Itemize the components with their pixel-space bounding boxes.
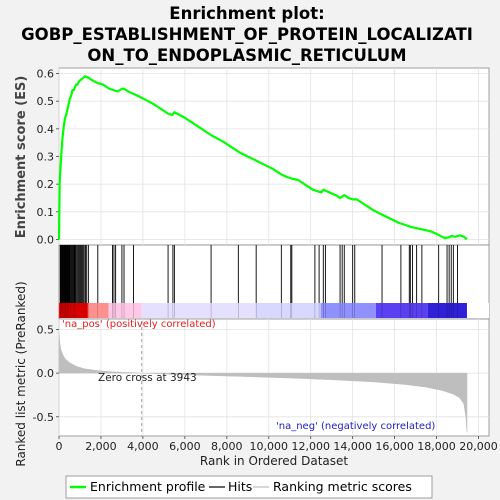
es-y-label: Enrichment score (ES): [14, 76, 29, 239]
pos-label: 'na_pos' (positively correlated): [62, 319, 216, 330]
zero-cross-label: Zero cross at 3943: [98, 372, 197, 384]
gradient-segment: [375, 303, 428, 318]
metric-y-ticks: 0.5 0.0 -0.5: [33, 323, 59, 424]
gradient-segment: [59, 303, 88, 318]
hits-group: [59, 245, 458, 303]
metric-tick-label: -0.5: [33, 411, 54, 424]
neg-label: 'na_neg' (negatively correlated): [276, 421, 435, 432]
x-tick-label: 2,000: [85, 440, 117, 453]
title-line-3: ON_TO_ENDOPLASMIC_RETICULUM: [87, 46, 406, 65]
es-tick-label: 0.0: [37, 233, 55, 246]
x-tick-label: 4,000: [127, 440, 159, 453]
gradient-segment: [87, 303, 109, 318]
x-tick-label: 16,000: [375, 440, 414, 453]
es-tick-label: 0.2: [37, 178, 55, 191]
legend-hits-label: Hits: [228, 479, 252, 494]
gradient-segment: [427, 303, 467, 318]
es-tick-label: 0.4: [37, 123, 55, 136]
es-tick-label: 0.1: [37, 206, 55, 219]
gradient-tail: [466, 303, 489, 318]
es-profile-line: [57, 75, 468, 241]
es-grid: [58, 68, 489, 245]
legend-profile-label: Enrichment profile: [90, 479, 206, 494]
x-tick-label: 6,000: [169, 440, 201, 453]
gradient-segment: [255, 303, 321, 318]
rank-gradient-bar: [59, 303, 489, 318]
x-ticks: 0 2,000 4,000 6,000 8,000 10,000 12,000 14,000 1…: [56, 436, 498, 453]
x-tick-label: 20,000: [459, 440, 498, 453]
x-tick-label: 12,000: [291, 440, 330, 453]
metric-area: [58, 333, 468, 433]
gradient-segment: [320, 303, 376, 318]
legend: Enrichment profile Hits Ranking metric s…: [65, 475, 433, 499]
metric-y-label: Ranked list metric (PreRanked): [14, 281, 28, 466]
x-tick-label: 10,000: [250, 440, 289, 453]
metric-tick-label: 0.0: [37, 367, 55, 380]
metric-tick-label: 0.5: [37, 323, 55, 336]
x-axis-label: Rank in Ordered Dataset: [200, 454, 348, 468]
x-tick-label: 18,000: [417, 440, 456, 453]
x-tick-label: 8,000: [211, 440, 243, 453]
es-tick-label: 0.5: [37, 95, 55, 108]
title-line-2: GOBP_ESTABLISHMENT_OF_PROTEIN_LOCALIZATI: [21, 25, 473, 44]
title-line-1: Enrichment plot:: [169, 4, 324, 23]
x-tick-label: 14,000: [333, 440, 372, 453]
legend-metric-label: Ranking metric scores: [273, 479, 412, 494]
x-tick-label: 0: [56, 440, 63, 453]
es-tick-label: 0.3: [37, 151, 55, 164]
gradient-segment: [141, 303, 256, 318]
es-line-group: [57, 75, 468, 241]
gradient-segment: [108, 303, 142, 318]
es-y-ticks: 0.0 0.1 0.2 0.3 0.4 0.5 0.6: [37, 68, 59, 246]
es-tick-label: 0.6: [37, 68, 55, 81]
metric-group: [58, 321, 468, 436]
legend-box: [65, 475, 433, 499]
